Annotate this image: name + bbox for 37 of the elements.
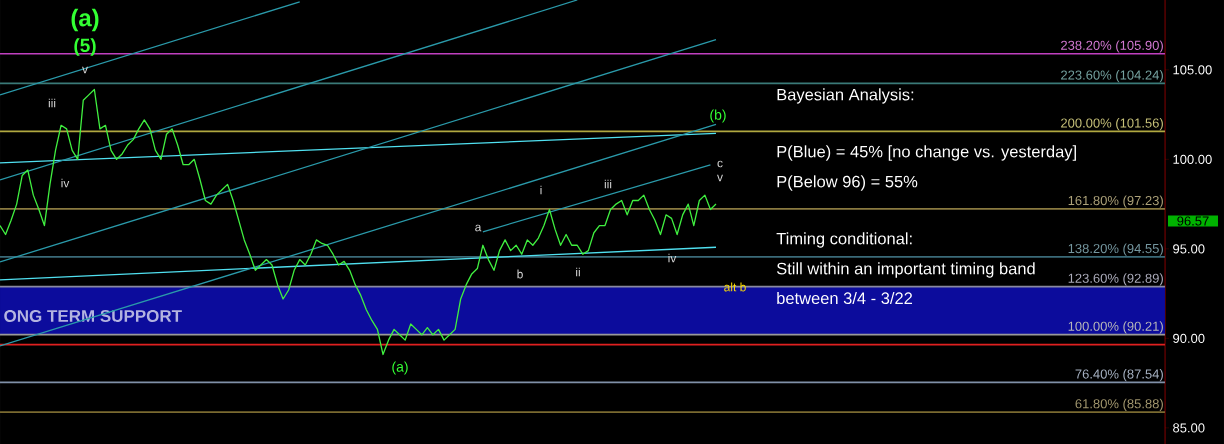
ref-line-label: 238.20% (105.90) [1061, 40, 1163, 53]
annotation: iv [61, 178, 70, 188]
annotation: c [717, 160, 723, 168]
text: 96.57 [1177, 216, 1209, 226]
text: P(Blue) = 45% [no change vs. yesterday] [777, 145, 1076, 161]
ref-line-label: 161.80% (97.23) [1068, 195, 1163, 208]
annotation: (a) [392, 361, 408, 375]
ref-line-label: 123.60% (92.89) [1068, 273, 1163, 286]
text: between 3/4 - 3/22 [777, 291, 913, 305]
text: Still within an important timing band [776, 262, 1035, 278]
text: Bayesian Analysis: [777, 88, 914, 104]
annotation: iii [48, 98, 56, 108]
ref-line-label: 100.00% (90.21) [1068, 321, 1163, 334]
annotation: ii [576, 267, 580, 277]
annotation: b [517, 269, 523, 279]
y-tick-label: 95.00 [1173, 244, 1205, 254]
text: P(Below 96) = 55% [777, 175, 918, 191]
annotation: a [475, 224, 482, 232]
ref-line-label: 61.80% (85.88) [1075, 398, 1163, 411]
y-tick-label: 90.00 [1173, 333, 1205, 343]
text: alt b [724, 282, 746, 292]
annotation: (a) [71, 8, 99, 32]
annotation: iii [604, 179, 612, 189]
ref-line-label: 200.00% (101.56) [1061, 118, 1163, 131]
band-label: ONG TERM SUPPORT [4, 309, 182, 322]
ref-line-label: 223.60% (104.24) [1061, 70, 1163, 83]
annotation: (b) [710, 109, 726, 123]
ref-line-label: 76.40% (87.54) [1075, 369, 1163, 382]
ref-line-label: 138.20% (94.55) [1068, 243, 1163, 256]
y-tick-label: 100.00 [1173, 154, 1212, 164]
annotation: i [540, 185, 542, 195]
y-tick-label: 85.00 [1173, 423, 1205, 433]
text: Timing conditional: [776, 232, 912, 248]
annotation: (5) [74, 38, 96, 56]
annotation: v [82, 66, 88, 74]
annotation: v [717, 174, 723, 182]
y-tick-label: 105.00 [1173, 65, 1212, 75]
